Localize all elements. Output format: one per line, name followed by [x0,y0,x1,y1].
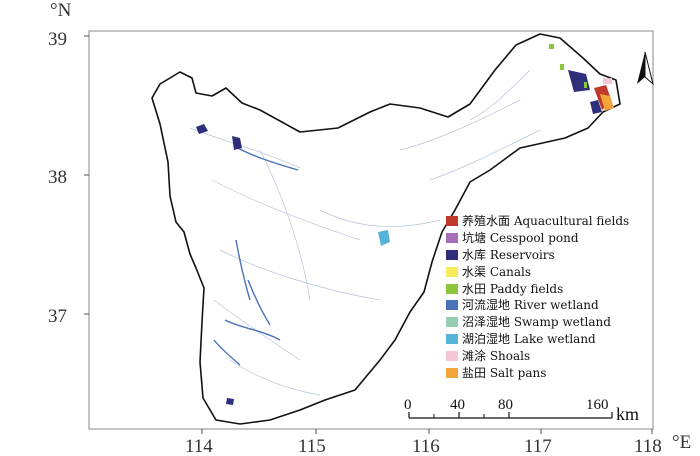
x-tick-117: 117 [524,436,552,456]
legend-label-lake: 湖泊湿地 Lake wetland [462,331,596,346]
legend-swatch-canals [446,267,458,277]
legend-label-shoals: 滩涂 Shoals [462,348,530,363]
y-tick-39: 39 [48,29,67,50]
legend-swatch-shoals [446,351,458,361]
coastal-features [594,78,614,111]
x-tick-114: 114 [185,436,213,456]
scale-tick-80: 80 [498,397,513,413]
legend-swatch-lake [446,334,458,344]
x-tick-118: 118 [634,436,662,456]
y-axis-ticks [84,35,89,315]
region-outline [151,33,621,425]
scale-tick-160: 160 [586,397,609,413]
lon-unit-label: °E [672,432,691,453]
scale-bar: 0 40 80 160 km [404,397,639,424]
x-tick-116: 116 [412,436,440,456]
legend-label-river: 河流湿地 River wetland [462,297,599,312]
legend-label-paddy: 水田 Paddy fields [462,282,563,296]
legend-swatch-river [446,300,458,310]
paddy-fields-features [549,44,587,88]
legend-label-cesspool: 坑塘 Cesspool pond [462,230,579,245]
north-arrow-icon [637,51,654,86]
scale-tick-0: 0 [404,397,412,413]
legend-swatch-salt [446,368,458,378]
legend-swatch-cesspool [446,233,458,243]
scale-tick-40: 40 [450,397,465,413]
lat-unit-label: °N [50,0,72,21]
x-tick-115: 115 [298,436,326,456]
legend-swatch-paddy [446,284,458,294]
scale-unit-label: km [616,404,639,424]
legend-label-salt: 盐田 Salt pans [462,366,546,380]
river-wetland-features [213,145,299,366]
map-frame [88,30,654,430]
legend: 养殖水面 Aquacultural fields 坑塘 Cesspool pon… [446,213,629,380]
lake-wetland-feature [378,230,390,246]
legend-swatch-swamp [446,317,458,327]
legend-label-canals: 水渠 Canals [462,265,531,279]
legend-label-aquacultural: 养殖水面 Aquacultural fields [462,213,629,228]
y-tick-37: 37 [48,306,67,327]
legend-swatch-reservoirs [446,250,458,260]
legend-swatch-aquacultural [446,216,458,226]
legend-label-reservoirs: 水库 Reservoirs [462,247,555,262]
reservoir-features [196,70,602,405]
x-axis-ticks [201,429,653,434]
y-tick-38: 38 [48,167,67,188]
legend-label-swamp: 沼泽湿地 Swamp wetland [462,314,611,329]
